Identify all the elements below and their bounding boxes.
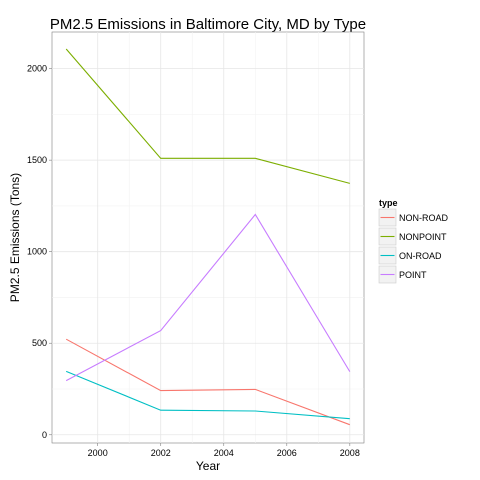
y-tick-label: 1000 <box>27 247 47 257</box>
x-tick-label: 2000 <box>88 448 108 458</box>
y-axis-ticks: 0 500 1000 1500 2000 <box>27 64 52 440</box>
x-tick-label: 2002 <box>151 448 171 458</box>
legend-label: NONPOINT <box>399 232 447 242</box>
plot-panel <box>51 31 365 444</box>
series-line-nonpoint <box>65 48 350 184</box>
x-tick-label: 2008 <box>340 448 360 458</box>
x-axis-label: Year <box>196 459 220 473</box>
grid <box>52 32 364 443</box>
series-line-point <box>65 213 351 382</box>
y-tick-label: 1500 <box>27 155 47 165</box>
y-tick-label: 2000 <box>27 64 47 74</box>
legend: type NON-ROAD NONPOINT ON-ROAD POINT <box>378 198 448 284</box>
y-axis-label: PM2.5 Emissions (Tons) <box>8 173 22 302</box>
x-axis-ticks: 2000 2002 2004 2006 2008 <box>88 443 360 458</box>
legend-title: type <box>379 198 398 208</box>
chart-title: PM2.5 Emissions in Baltimore City, MD by… <box>50 16 366 33</box>
y-tick-label: 0 <box>42 430 47 440</box>
y-tick-label: 500 <box>32 338 47 348</box>
legend-label: NON-ROAD <box>399 213 448 223</box>
x-tick-label: 2006 <box>277 448 297 458</box>
legend-label: POINT <box>399 270 427 280</box>
series-lines <box>65 48 351 426</box>
series-line-on-road <box>65 370 350 420</box>
legend-label: ON-ROAD <box>399 251 442 261</box>
x-tick-label: 2004 <box>214 448 234 458</box>
series-line-non-road <box>65 338 350 426</box>
